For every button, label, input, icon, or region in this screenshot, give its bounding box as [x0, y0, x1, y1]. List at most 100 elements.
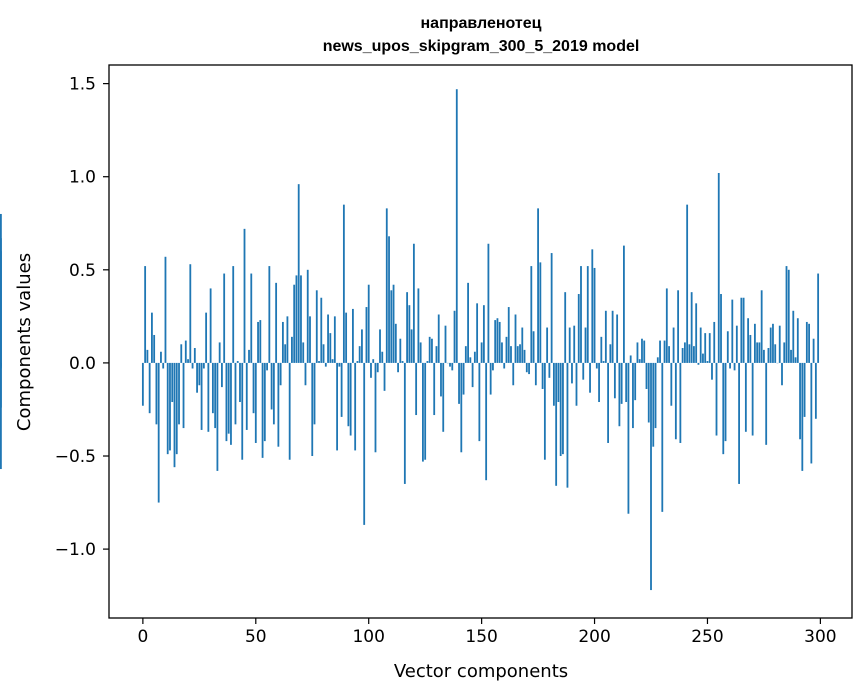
bar-162: [507, 307, 510, 363]
bar-221: [641, 338, 643, 363]
bar-152: [485, 362, 488, 481]
bar-242: [688, 344, 691, 363]
bar-186: [562, 362, 564, 455]
bar-39: [230, 362, 232, 445]
bar-95: [356, 361, 359, 363]
bar-33: [216, 362, 219, 471]
bar-257: [722, 362, 725, 455]
bar-undefined: [0, 213, 2, 363]
bar-123: [419, 342, 422, 363]
bar-240: [683, 342, 686, 363]
bar-112: [394, 323, 397, 363]
bar-238: [679, 362, 682, 443]
bar-76: [313, 362, 316, 425]
bar-16: [178, 362, 180, 425]
bar-0: [141, 362, 144, 406]
bar-153: [487, 243, 490, 363]
bar-2: [146, 349, 149, 363]
bar-15: [175, 362, 178, 455]
bar-223: [645, 362, 648, 389]
bar-13: [171, 362, 174, 403]
bar-220: [638, 359, 641, 363]
bar-217: [632, 362, 634, 429]
bar-225: [650, 362, 652, 591]
bar-211: [618, 362, 621, 427]
bar-165: [514, 314, 517, 363]
bar-224: [647, 362, 650, 423]
x-axis-ticks: 0 50 100 150 200 250 300: [137, 618, 837, 647]
bar-43: [239, 362, 241, 403]
bar-157: [496, 318, 499, 363]
bar-290: [796, 318, 799, 363]
bar-198: [589, 362, 591, 393]
bar-254: [715, 362, 718, 436]
bar-35: [221, 362, 223, 388]
bar-28: [205, 312, 208, 363]
bar-170: [525, 362, 528, 373]
bar-263: [735, 325, 738, 363]
bar-113: [397, 362, 399, 373]
bar-299: [817, 273, 820, 363]
bar-70: [300, 275, 302, 363]
bar-276: [765, 362, 768, 445]
bar-284: [783, 342, 786, 363]
bar-297: [812, 338, 815, 363]
bar-189: [568, 327, 571, 363]
bar-61: [279, 362, 282, 386]
bar-77: [315, 290, 318, 363]
bar-182: [552, 362, 555, 406]
bar-274: [760, 290, 763, 363]
bar-197: [586, 266, 589, 363]
bar-45: [243, 228, 246, 363]
bar-278: [769, 327, 772, 363]
bar-208: [611, 310, 614, 363]
bar-120: [412, 243, 415, 363]
bar-172: [530, 266, 533, 363]
bar-280: [774, 344, 777, 363]
bar-72: [304, 362, 307, 386]
bar-228: [656, 357, 659, 363]
bar-8: [160, 351, 162, 363]
bar-287: [790, 349, 792, 363]
bar-166: [516, 346, 519, 363]
bar-161: [505, 336, 508, 363]
bar-275: [763, 349, 765, 363]
bar-244: [693, 346, 695, 363]
plot-frame: [108, 64, 853, 619]
bar-27: [202, 362, 205, 369]
bar-270: [751, 362, 754, 436]
bar-74: [309, 316, 311, 363]
bar-169: [523, 349, 526, 363]
bar-6: [155, 362, 158, 425]
bar-214: [625, 362, 628, 403]
bar-81: [324, 362, 327, 367]
bar-179: [546, 327, 549, 363]
bar-38: [227, 362, 230, 434]
bar-107: [383, 362, 386, 391]
bar-168: [521, 327, 524, 363]
bar-64: [286, 316, 289, 363]
bar-75: [311, 362, 314, 457]
bar-119: [410, 329, 413, 363]
bar-247: [699, 327, 702, 363]
bar-237: [677, 290, 680, 363]
bar-99: [365, 307, 368, 363]
bar-175: [537, 208, 539, 363]
bar-229: [659, 340, 661, 363]
bar-48: [250, 273, 253, 363]
bar-66: [291, 336, 293, 363]
bar-245: [695, 303, 698, 363]
bar-250: [706, 361, 709, 363]
bar-106: [381, 351, 384, 363]
bar-140: [458, 362, 460, 404]
bar-180: [548, 362, 551, 378]
bar-138: [453, 310, 456, 363]
bar-31: [211, 362, 214, 414]
bar-194: [580, 266, 582, 363]
bar-282: [778, 325, 781, 363]
bar-128: [431, 338, 433, 363]
bar-219: [636, 342, 639, 363]
bar-149: [478, 362, 481, 442]
bar-261: [731, 299, 734, 363]
bar-14: [173, 362, 176, 468]
